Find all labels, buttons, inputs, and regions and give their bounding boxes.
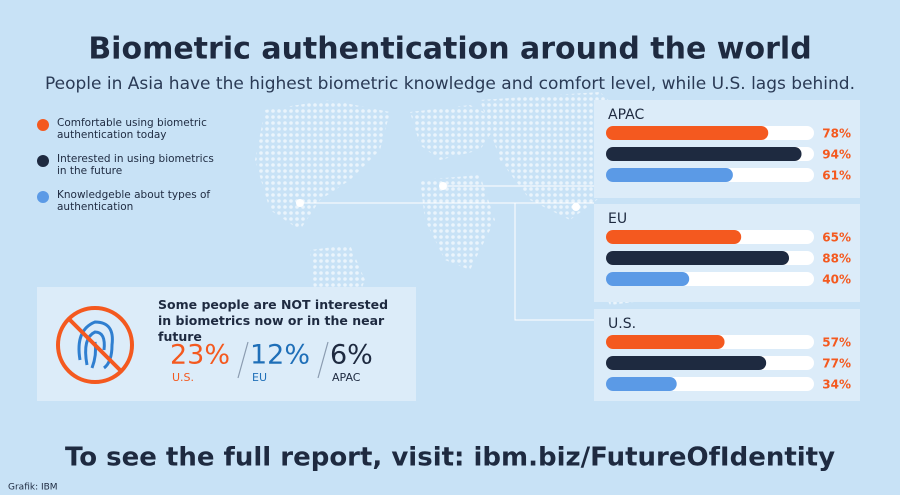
bar (606, 251, 790, 265)
value-label: 65% (822, 231, 851, 245)
legend-swatch (37, 191, 49, 203)
value-label: 40% (822, 273, 851, 287)
value-label: 78% (822, 127, 851, 141)
panel-title: EU (608, 211, 627, 227)
map-points (296, 182, 580, 211)
bar (606, 168, 733, 182)
stat-region: U.S. (172, 371, 194, 384)
credit: Grafik: IBM (8, 483, 58, 493)
bar (606, 147, 802, 161)
panel-title: APAC (608, 107, 644, 123)
stat-region: EU (252, 371, 267, 384)
bar (606, 272, 690, 286)
value-label: 77% (822, 357, 851, 371)
stat-value: 12% (250, 340, 310, 371)
legend-swatch (37, 155, 49, 167)
bar (606, 126, 769, 140)
value-label: 61% (822, 169, 851, 183)
bar (606, 335, 725, 349)
bar (606, 356, 767, 370)
stat-value: 23% (170, 340, 230, 371)
world-map (255, 92, 650, 345)
stat-dividers (237, 341, 329, 379)
bar (606, 230, 742, 244)
legend-swatch (37, 119, 49, 131)
no-fingerprint-icon (56, 306, 134, 384)
legend-label: Interested in using biometrics in the fu… (57, 153, 214, 177)
stat-value: 6% (330, 340, 373, 371)
legend-label: Comfortable using biometric authenticati… (57, 117, 207, 141)
bar (606, 377, 677, 391)
value-label: 57% (822, 336, 851, 350)
panel-title: U.S. (608, 316, 636, 332)
value-label: 34% (822, 378, 851, 392)
footer: To see the full report, visit: ibm.biz/F… (65, 443, 835, 473)
legend-label: Knowledgeble about types of authenticati… (57, 189, 211, 213)
value-label: 94% (822, 148, 851, 162)
callout-text: Some people are NOT interested in biomet… (158, 297, 389, 344)
stat-region: APAC (332, 371, 361, 384)
connector-lines (300, 185, 594, 321)
value-label: 88% (822, 252, 851, 266)
subtitle: People in Asia have the highest biometri… (45, 74, 855, 94)
title: Biometric authentication around the worl… (88, 32, 811, 67)
